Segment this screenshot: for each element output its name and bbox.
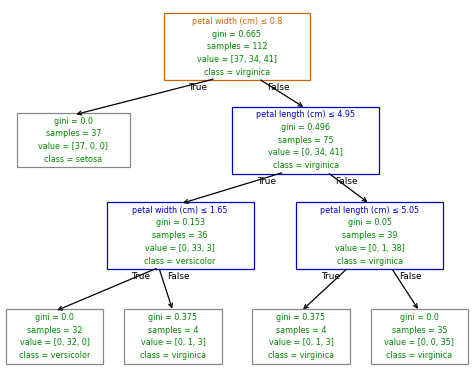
Text: class = virginica: class = virginica — [204, 68, 270, 77]
Text: class = virginica: class = virginica — [337, 257, 403, 266]
Text: value = [0, 1, 38]: value = [0, 1, 38] — [335, 244, 405, 253]
Text: class = virginica: class = virginica — [140, 351, 206, 360]
Text: True: True — [321, 272, 340, 281]
Text: samples = 4: samples = 4 — [148, 326, 198, 335]
Text: value = [0, 34, 41]: value = [0, 34, 41] — [268, 148, 343, 157]
FancyBboxPatch shape — [296, 202, 443, 269]
Text: gini = 0.496: gini = 0.496 — [281, 123, 330, 132]
Text: samples = 32: samples = 32 — [27, 326, 82, 335]
Text: class = virginica: class = virginica — [273, 161, 339, 170]
Text: gini = 0.0: gini = 0.0 — [54, 117, 93, 126]
Text: False: False — [336, 177, 358, 186]
FancyBboxPatch shape — [107, 202, 254, 269]
FancyBboxPatch shape — [124, 310, 221, 364]
Text: True: True — [257, 177, 276, 186]
FancyBboxPatch shape — [17, 113, 130, 168]
Text: value = [37, 34, 41]: value = [37, 34, 41] — [197, 55, 277, 64]
Text: True: True — [188, 83, 207, 92]
Text: gini = 0.375: gini = 0.375 — [276, 313, 326, 322]
FancyBboxPatch shape — [371, 310, 468, 364]
Text: True: True — [131, 272, 150, 281]
Text: gini = 0.375: gini = 0.375 — [148, 313, 198, 322]
Text: class = versicolor: class = versicolor — [145, 257, 216, 266]
Text: class = virginica: class = virginica — [268, 351, 334, 360]
Text: class = virginica: class = virginica — [386, 351, 453, 360]
Text: value = [0, 1, 3]: value = [0, 1, 3] — [141, 338, 205, 347]
Text: samples = 39: samples = 39 — [342, 231, 398, 240]
Text: samples = 36: samples = 36 — [153, 231, 208, 240]
Text: petal length (cm) ≤ 5.05: petal length (cm) ≤ 5.05 — [320, 206, 419, 215]
Text: value = [0, 0, 35]: value = [0, 0, 35] — [384, 338, 455, 347]
FancyBboxPatch shape — [232, 107, 379, 174]
Text: value = [0, 1, 3]: value = [0, 1, 3] — [269, 338, 333, 347]
Text: samples = 112: samples = 112 — [207, 42, 267, 51]
Text: class = setosa: class = setosa — [45, 155, 102, 164]
Text: value = [37, 0, 0]: value = [37, 0, 0] — [38, 142, 109, 151]
Text: value = [0, 33, 3]: value = [0, 33, 3] — [145, 244, 215, 253]
Text: samples = 35: samples = 35 — [392, 326, 447, 335]
Text: samples = 37: samples = 37 — [46, 129, 101, 138]
Text: False: False — [267, 83, 290, 92]
Text: petal width (cm) ≤ 0.8: petal width (cm) ≤ 0.8 — [192, 17, 282, 26]
Text: gini = 0.153: gini = 0.153 — [155, 218, 205, 227]
Text: petal length (cm) ≤ 4.95: petal length (cm) ≤ 4.95 — [256, 110, 356, 119]
Text: gini = 0.0: gini = 0.0 — [400, 313, 439, 322]
Text: gini = 0.665: gini = 0.665 — [212, 30, 262, 39]
Text: class = versicolor: class = versicolor — [19, 351, 90, 360]
Text: False: False — [167, 272, 190, 281]
Text: samples = 75: samples = 75 — [278, 136, 334, 145]
Text: samples = 4: samples = 4 — [276, 326, 326, 335]
Text: False: False — [400, 272, 422, 281]
Text: petal width (cm) ≤ 1.65: petal width (cm) ≤ 1.65 — [132, 206, 228, 215]
Text: gini = 0.05: gini = 0.05 — [348, 218, 392, 227]
FancyBboxPatch shape — [6, 310, 103, 364]
FancyBboxPatch shape — [164, 13, 310, 80]
Text: gini = 0.0: gini = 0.0 — [35, 313, 74, 322]
Text: value = [0, 32, 0]: value = [0, 32, 0] — [19, 338, 90, 347]
FancyBboxPatch shape — [252, 310, 350, 364]
